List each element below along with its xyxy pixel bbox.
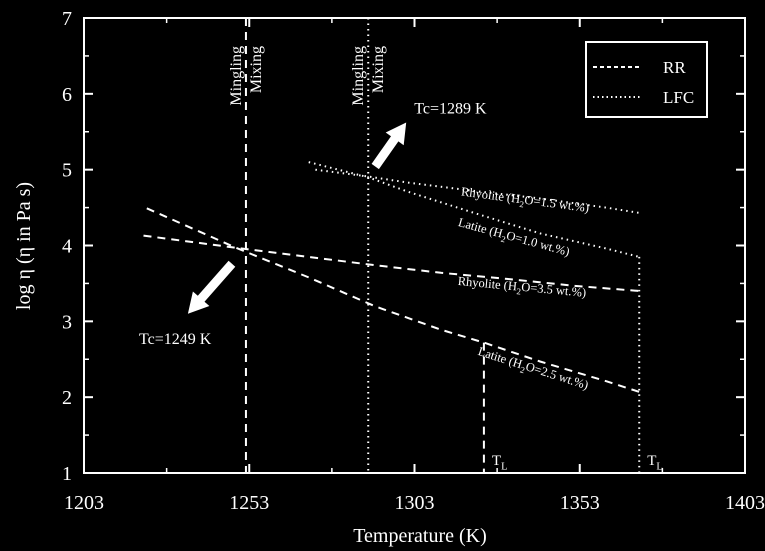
x-tick-label: 1203 xyxy=(64,492,104,514)
legend-label-lfc: LFC xyxy=(663,88,694,107)
x-axis-label: Temperature (K) xyxy=(353,525,487,547)
tl-label-2: TL xyxy=(647,453,663,473)
x-tick-label: 1303 xyxy=(395,492,435,514)
series-label-3: Rhyolite (H2O=3.5 wt.%) xyxy=(457,274,587,303)
tc1289-arrow xyxy=(371,122,407,170)
x-tick-label: 1403 xyxy=(725,492,765,514)
legend: RR LFC xyxy=(585,41,708,118)
y-tick-label: 6 xyxy=(62,84,72,106)
legend-box xyxy=(585,41,708,118)
y-tick-label: 3 xyxy=(62,311,72,333)
x-tick-label: 1353 xyxy=(560,492,600,514)
tc1249-arrow xyxy=(187,260,236,314)
mingling-label: Mingling xyxy=(350,46,367,106)
y-tick-label: 7 xyxy=(62,8,72,30)
mixing-label: Mixing xyxy=(370,46,387,93)
mingling-label: Mingling xyxy=(228,46,245,106)
mixing-label: Mixing xyxy=(248,46,265,93)
series-line-4 xyxy=(146,207,640,393)
tl-label-1: TL xyxy=(492,453,508,473)
y-axis-label: log η (η in Pa s) xyxy=(13,182,35,310)
tc1289-label: Tc=1289 K xyxy=(414,100,487,117)
y-tick-label: 2 xyxy=(62,387,72,409)
y-tick-label: 5 xyxy=(62,160,72,182)
x-tick-label: 1253 xyxy=(229,492,269,514)
tc1249-label: Tc=1249 K xyxy=(139,331,212,348)
legend-label-rr: RR xyxy=(663,58,686,77)
series-line-3 xyxy=(143,234,640,292)
series-line-2 xyxy=(308,161,640,258)
y-tick-label: 1 xyxy=(62,463,72,485)
series-line-1 xyxy=(315,168,640,214)
y-tick-label: 4 xyxy=(62,236,72,258)
